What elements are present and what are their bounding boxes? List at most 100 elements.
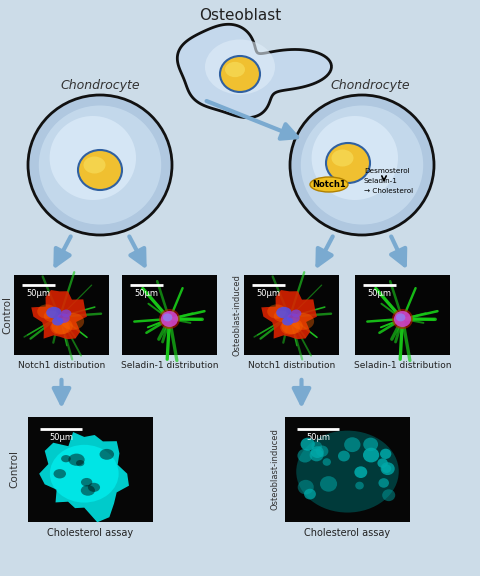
FancyBboxPatch shape [28, 417, 153, 522]
Ellipse shape [311, 446, 324, 458]
Text: Osteoblast-induced: Osteoblast-induced [271, 429, 279, 510]
Ellipse shape [50, 445, 119, 503]
FancyBboxPatch shape [14, 275, 109, 355]
Ellipse shape [382, 489, 395, 501]
Text: Cholesterol assay: Cholesterol assay [304, 528, 391, 538]
Ellipse shape [378, 478, 389, 488]
Ellipse shape [298, 449, 312, 463]
Ellipse shape [68, 453, 84, 466]
Ellipse shape [159, 309, 180, 329]
Ellipse shape [355, 482, 364, 490]
Ellipse shape [312, 441, 322, 451]
FancyBboxPatch shape [355, 275, 450, 355]
Text: Notch1: Notch1 [312, 180, 346, 189]
Ellipse shape [300, 438, 315, 450]
Ellipse shape [61, 455, 71, 463]
FancyBboxPatch shape [285, 417, 410, 522]
Ellipse shape [44, 310, 59, 322]
Ellipse shape [76, 460, 84, 466]
Ellipse shape [301, 105, 423, 225]
Ellipse shape [344, 437, 360, 452]
Ellipse shape [298, 480, 314, 494]
Ellipse shape [99, 449, 114, 460]
Text: Osteoblast-induced: Osteoblast-induced [232, 274, 241, 356]
Ellipse shape [291, 309, 301, 317]
Ellipse shape [225, 62, 245, 77]
Text: 50μm: 50μm [134, 289, 158, 298]
Ellipse shape [287, 313, 300, 323]
Ellipse shape [354, 467, 367, 478]
Ellipse shape [332, 150, 353, 166]
Ellipse shape [296, 431, 399, 513]
Ellipse shape [49, 116, 136, 200]
Ellipse shape [28, 95, 172, 235]
Text: Desmosterol: Desmosterol [364, 168, 409, 174]
Ellipse shape [163, 313, 172, 321]
Text: Control: Control [2, 296, 12, 334]
Text: 50μm: 50μm [49, 433, 73, 442]
Polygon shape [31, 290, 87, 339]
Text: Osteoblast: Osteoblast [199, 8, 281, 23]
Ellipse shape [312, 116, 398, 200]
Text: Control: Control [9, 450, 19, 488]
Text: 50μm: 50μm [26, 289, 50, 298]
Text: Cholesterol assay: Cholesterol assay [48, 528, 133, 538]
Ellipse shape [323, 458, 331, 466]
Ellipse shape [81, 478, 92, 487]
Ellipse shape [54, 469, 66, 479]
Ellipse shape [316, 445, 328, 457]
Text: → Cholesterol: → Cholesterol [364, 188, 413, 194]
Ellipse shape [51, 318, 73, 334]
Text: Seladin-1: Seladin-1 [364, 178, 398, 184]
Ellipse shape [290, 95, 434, 235]
Ellipse shape [382, 464, 391, 473]
Ellipse shape [276, 307, 291, 319]
Ellipse shape [52, 317, 63, 325]
FancyBboxPatch shape [244, 275, 339, 355]
Text: 50μm: 50μm [368, 289, 392, 298]
Text: 50μm: 50μm [256, 289, 280, 298]
Ellipse shape [394, 311, 411, 327]
Text: Seladin-1 distribution: Seladin-1 distribution [121, 361, 218, 370]
Ellipse shape [282, 317, 293, 325]
Ellipse shape [39, 105, 161, 225]
Ellipse shape [392, 309, 413, 329]
Text: 50μm: 50μm [306, 433, 330, 442]
Ellipse shape [84, 157, 106, 173]
Ellipse shape [281, 318, 303, 334]
Ellipse shape [363, 448, 379, 463]
Ellipse shape [50, 320, 70, 335]
Text: Chondrocyte: Chondrocyte [60, 78, 140, 92]
Text: Seladin-1 distribution: Seladin-1 distribution [354, 361, 451, 370]
Ellipse shape [381, 463, 395, 475]
Polygon shape [177, 24, 331, 118]
Ellipse shape [380, 449, 391, 459]
Text: Chondrocyte: Chondrocyte [330, 78, 410, 92]
Text: Notch1 distribution: Notch1 distribution [18, 361, 105, 370]
Text: Notch1 distribution: Notch1 distribution [248, 361, 335, 370]
FancyBboxPatch shape [122, 275, 217, 355]
Ellipse shape [320, 476, 337, 492]
Ellipse shape [396, 313, 405, 321]
Ellipse shape [205, 40, 275, 94]
Ellipse shape [310, 177, 348, 192]
Ellipse shape [61, 313, 84, 330]
Ellipse shape [37, 304, 56, 319]
Ellipse shape [377, 458, 388, 468]
Ellipse shape [338, 450, 350, 461]
Ellipse shape [81, 485, 95, 496]
Ellipse shape [274, 310, 289, 322]
Ellipse shape [46, 307, 61, 319]
Ellipse shape [304, 488, 316, 499]
Ellipse shape [220, 56, 260, 92]
Ellipse shape [61, 309, 72, 317]
Ellipse shape [280, 320, 300, 335]
Ellipse shape [161, 311, 178, 327]
Ellipse shape [267, 304, 286, 319]
Ellipse shape [88, 483, 100, 492]
Ellipse shape [291, 313, 314, 330]
Ellipse shape [57, 313, 70, 323]
Ellipse shape [310, 449, 324, 461]
Ellipse shape [78, 150, 122, 190]
Polygon shape [39, 432, 129, 522]
